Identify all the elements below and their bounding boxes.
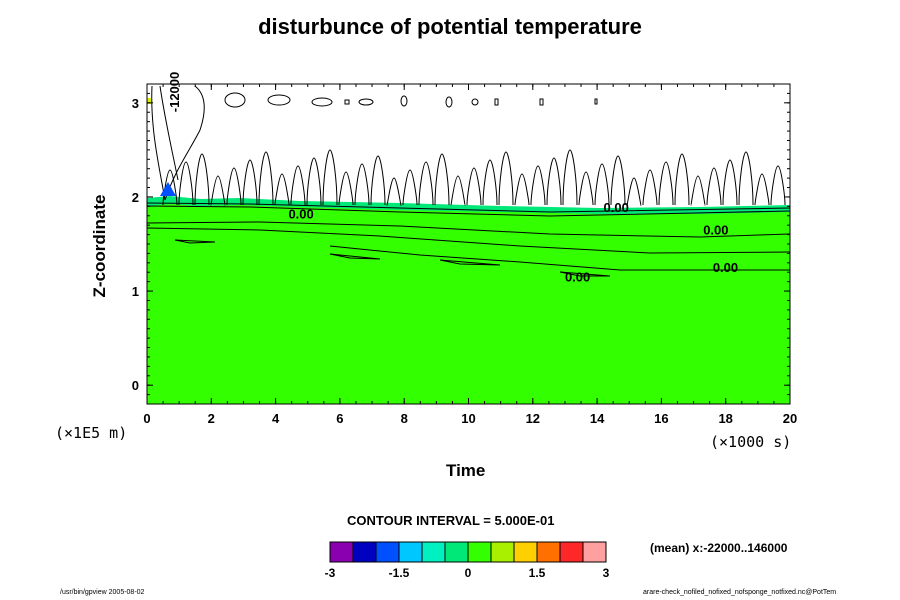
crest-contour xyxy=(226,167,242,206)
x-tick-label: 0 xyxy=(143,411,150,426)
x-tick-label: 12 xyxy=(526,411,540,426)
crest-contour xyxy=(434,153,450,206)
colorbar-tick-label: 3 xyxy=(603,566,610,580)
crest-contour xyxy=(770,165,786,206)
mean-note: (mean) x:-22000..146000 xyxy=(650,541,788,555)
contour-interval-label: CONTOUR INTERVAL = 5.000E-01 xyxy=(347,513,555,528)
contour-label: 0.00 xyxy=(713,260,738,275)
colorbar-swatch xyxy=(398,541,423,563)
y-axis-label: Z-coordinate xyxy=(90,194,109,298)
colorbar-swatch xyxy=(329,541,354,563)
contour-crests xyxy=(162,149,786,206)
crest-contour xyxy=(418,161,434,206)
colorbar-swatch xyxy=(444,541,469,563)
x-tick-label: 2 xyxy=(208,411,215,426)
contour-label: -12000 xyxy=(167,72,182,112)
x-tick-label: 6 xyxy=(336,411,343,426)
x-tick-label: 16 xyxy=(654,411,668,426)
crest-contour xyxy=(578,171,594,206)
x-tick-label: 20 xyxy=(783,411,797,426)
crest-contour xyxy=(466,167,482,206)
crest-contour xyxy=(258,151,274,206)
colorbar-swatch xyxy=(467,541,492,563)
x-tick-label: 8 xyxy=(401,411,408,426)
crest-contour xyxy=(690,175,706,206)
x-tick-label: 14 xyxy=(590,411,605,426)
colorbar-swatch xyxy=(352,541,377,563)
crest-contour xyxy=(546,157,562,206)
crest-contour xyxy=(274,173,290,206)
x-tick-label: 18 xyxy=(718,411,732,426)
y-tick-label: 3 xyxy=(132,96,139,111)
crest-contour xyxy=(386,177,402,206)
yellow-patch xyxy=(147,98,151,104)
colorbar-tick-label: -1.5 xyxy=(389,566,410,580)
y-tick-label: 1 xyxy=(132,284,139,299)
x-tick-label: 4 xyxy=(272,411,280,426)
y-tick-label: 2 xyxy=(132,190,139,205)
x-scale-label: (×1000 s) xyxy=(710,433,792,451)
colorbar-swatch xyxy=(421,541,446,563)
crest-contour xyxy=(626,177,642,206)
colorbar-swatch xyxy=(490,541,515,563)
chart-title: disturbunce of potential temperature xyxy=(258,14,642,39)
contour-label: 0.00 xyxy=(288,207,313,222)
green-field xyxy=(147,198,790,404)
footer-left: /usr/bin/gpview 2005-08-02 xyxy=(60,589,145,596)
blue-patch xyxy=(160,182,176,196)
crest-contour xyxy=(370,155,386,206)
crest-contour xyxy=(610,155,626,206)
contour-label: 0.00 xyxy=(565,270,590,285)
crest-contour xyxy=(498,151,514,206)
crest-contour xyxy=(658,161,674,206)
colorbar-tick-label: -3 xyxy=(325,566,336,580)
y-scale-label: (×1E5 m) xyxy=(55,424,128,442)
colorbar-swatch xyxy=(559,541,584,563)
top-contours xyxy=(151,85,598,201)
crest-contour xyxy=(514,173,530,206)
crest-contour xyxy=(594,163,610,206)
y-axis: 0 1 2 3 xyxy=(132,92,790,405)
x-tick-label: 10 xyxy=(461,411,475,426)
crest-contour xyxy=(530,165,546,206)
x-axis: 0 2 4 6 8 10 12 14 16 18 20 xyxy=(143,84,797,426)
colorbar-swatch xyxy=(536,541,561,563)
crest-contour xyxy=(354,163,370,206)
crest-contour xyxy=(722,159,738,206)
contour-labels: 0.00 0.00 0.00 0.00 0.00 -12000 xyxy=(167,72,738,285)
crest-contour xyxy=(290,165,306,206)
crest-contour xyxy=(482,159,498,206)
crest-contour xyxy=(242,159,258,206)
transition-band xyxy=(147,196,790,214)
crest-contour xyxy=(210,175,226,206)
colorbar-tick-label: 1.5 xyxy=(529,566,546,580)
crest-contour xyxy=(322,149,338,206)
crest-contour xyxy=(674,153,690,206)
crest-contour xyxy=(194,153,210,206)
crest-contour xyxy=(754,173,770,206)
crest-contour xyxy=(178,161,194,206)
contour-lines xyxy=(146,202,791,277)
contour-label: 0.00 xyxy=(604,200,629,215)
x-axis-label: Time xyxy=(446,461,486,480)
crest-contour xyxy=(738,151,754,206)
crest-contour xyxy=(402,169,418,206)
contour-label: 0.00 xyxy=(703,223,728,238)
colorbar-swatch xyxy=(513,541,538,563)
crest-contour xyxy=(642,169,658,206)
footer-right: arare-check_nofiled_nofixed_nofsponge_no… xyxy=(643,589,837,596)
colorbar: -3 -1.5 0 1.5 3 xyxy=(325,541,610,580)
colorbar-swatch xyxy=(375,541,400,563)
crest-contour xyxy=(450,175,466,206)
crest-contour xyxy=(306,157,322,206)
crest-contour xyxy=(706,167,722,206)
colorbar-swatch xyxy=(582,541,607,563)
y-tick-label: 0 xyxy=(132,378,139,393)
crest-contour xyxy=(562,149,578,206)
crest-contour xyxy=(338,171,354,206)
colorbar-tick-label: 0 xyxy=(465,566,472,580)
